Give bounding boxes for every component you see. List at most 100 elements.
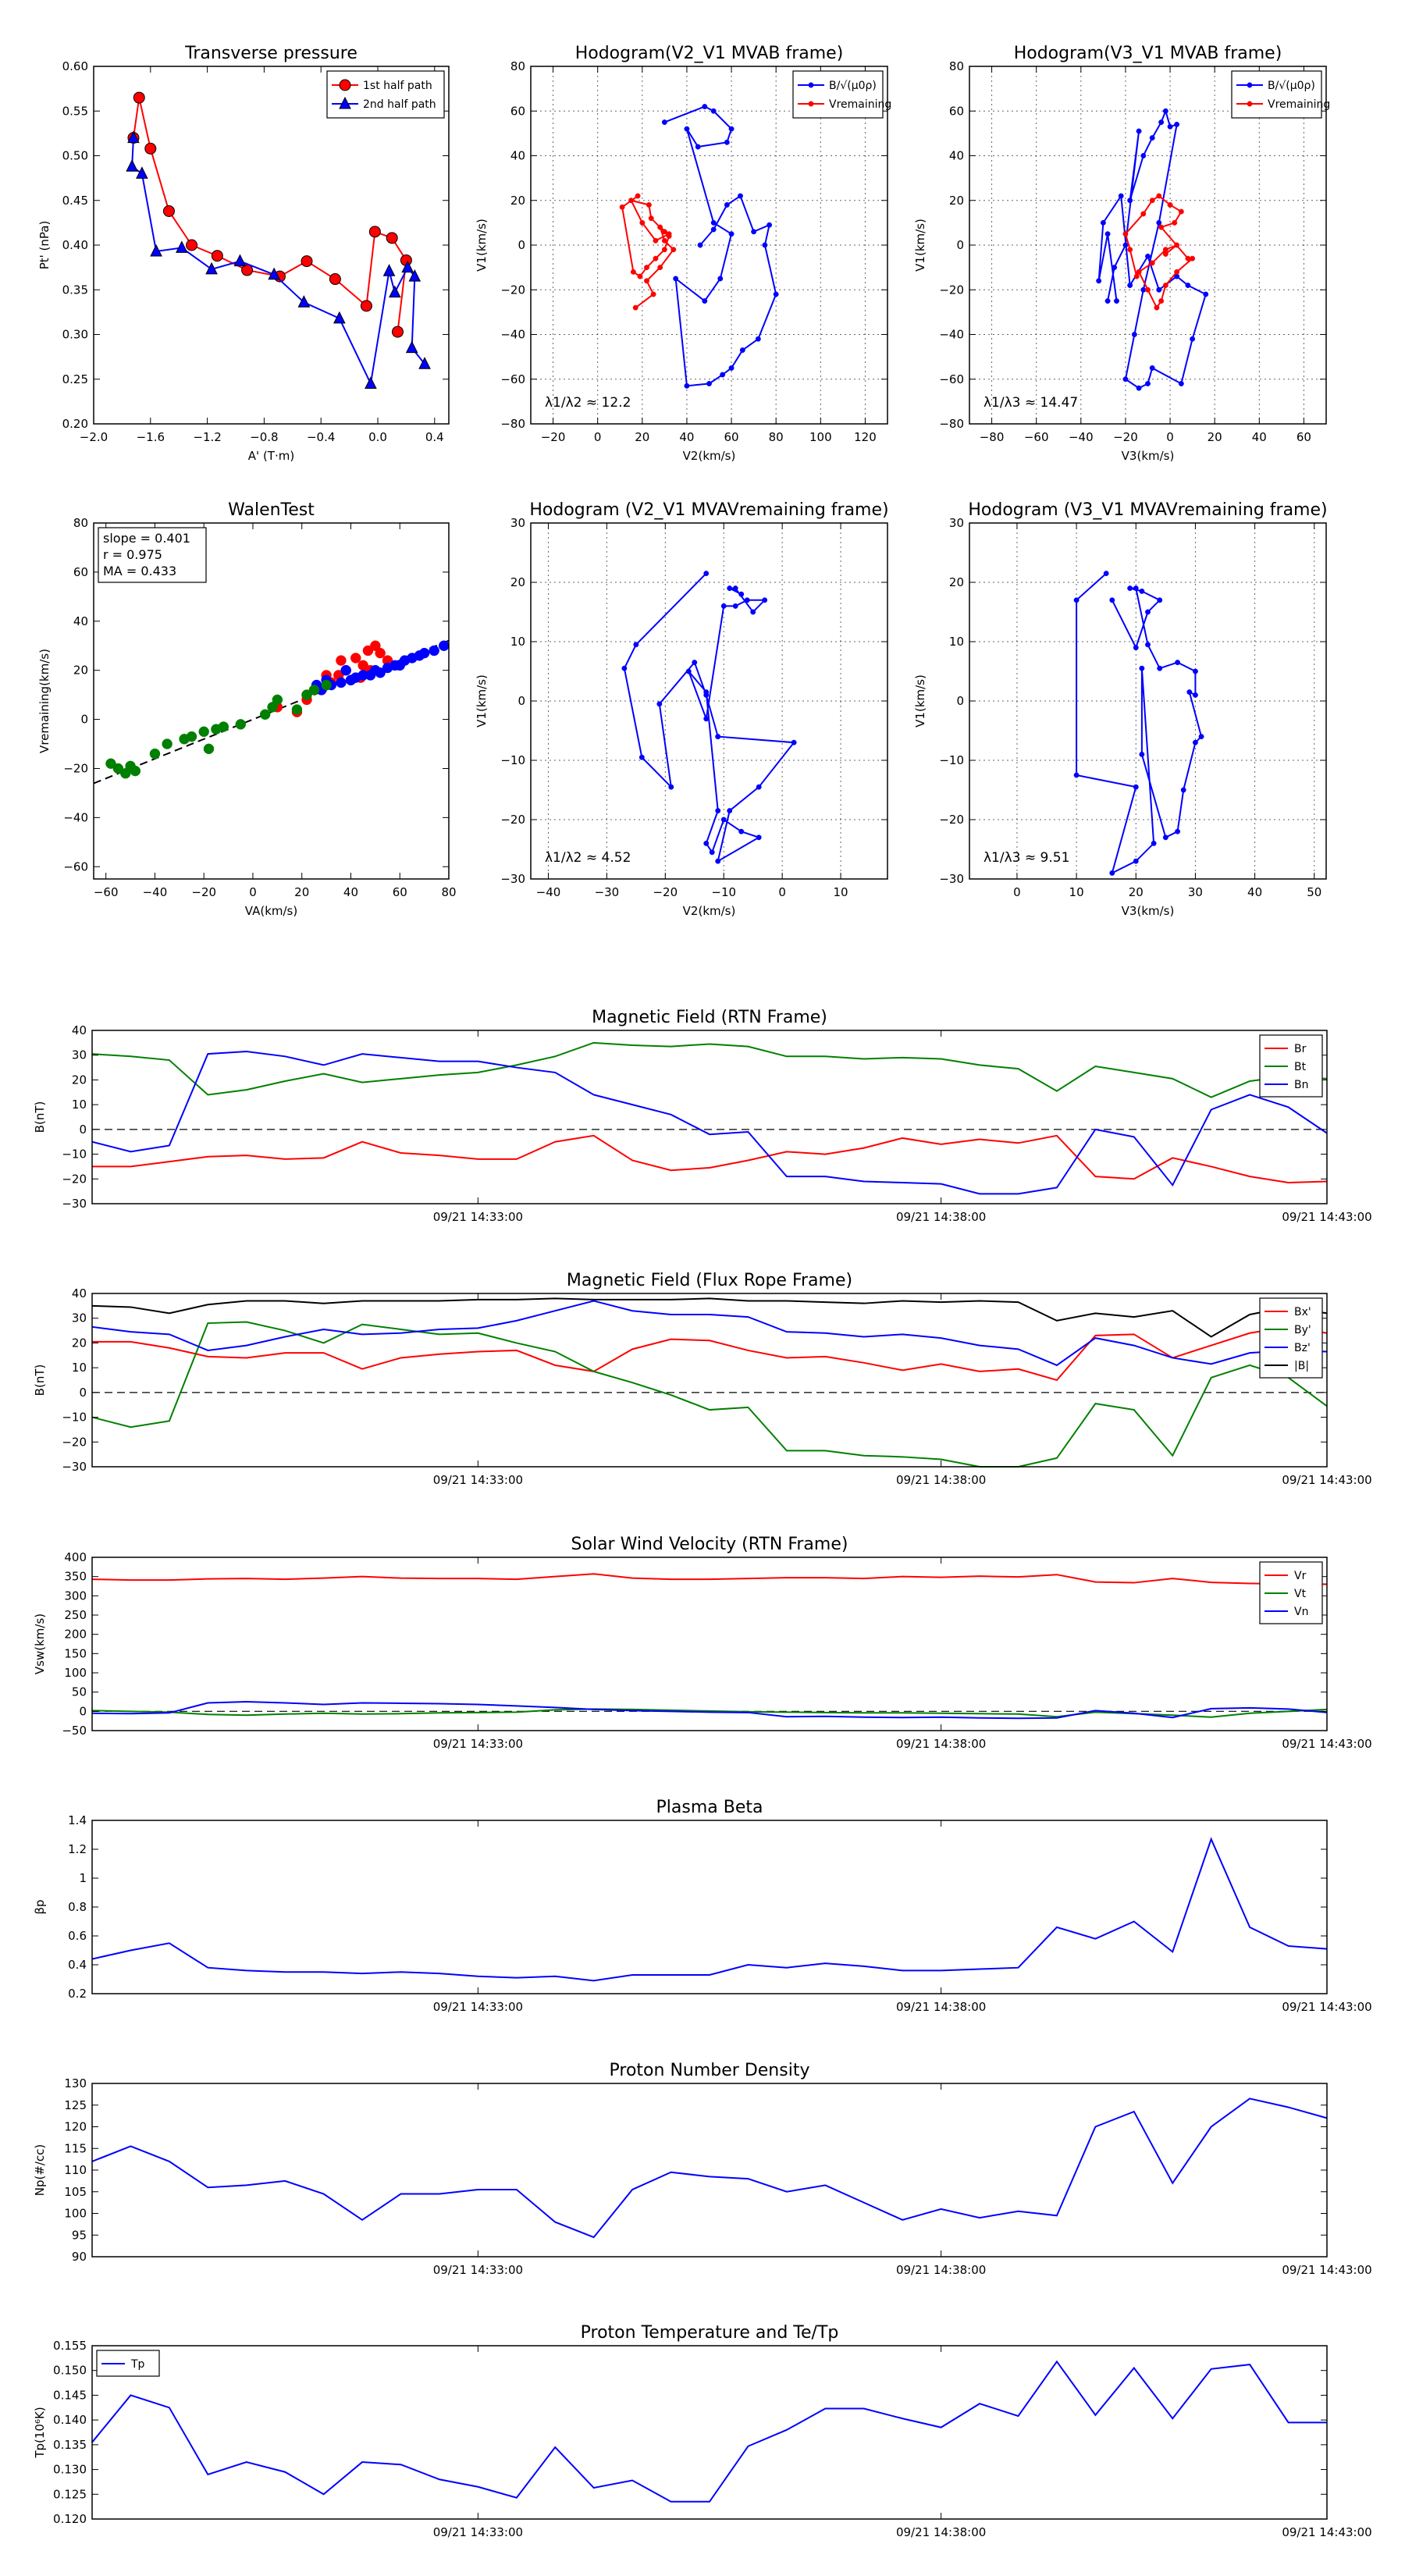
data-point [1167, 202, 1173, 208]
y-tick-label: 0 [79, 1123, 87, 1137]
x-axis-label: VA(km/s) [245, 904, 297, 918]
data-point [728, 231, 735, 237]
data-point [1192, 692, 1198, 698]
chart-walen: −60 −40 −20 0 20 40 60 80 −60 −40 −20 0 20 40 60 80 Wale… [37, 500, 457, 918]
plot-area [92, 2083, 1327, 2257]
data-point [418, 647, 430, 659]
data-point [1133, 645, 1139, 651]
data-point [727, 808, 733, 814]
data-point [365, 376, 377, 389]
x-tick-label: 09/21 14:43:00 [1282, 2000, 1371, 2014]
data-point [1192, 739, 1198, 745]
legend-label: Tp [130, 2358, 145, 2371]
data-point [685, 668, 692, 674]
plot-area [92, 1030, 1327, 1204]
x-tick-label: 09/21 14:33:00 [433, 2000, 523, 2014]
data-point [724, 139, 730, 145]
legend-box [792, 70, 884, 119]
y-tick-label: 300 [64, 1589, 87, 1603]
legend-label: B/√(μ0ρ) [1268, 80, 1315, 92]
y-tick-label: 0 [79, 1704, 87, 1718]
y-tick-label: 90 [72, 2250, 87, 2264]
y-axis-label: V1(km/s) [475, 219, 489, 272]
data-point [1109, 597, 1115, 603]
x-tick-label: 0.4 [425, 430, 444, 444]
y-tick-label: 20 [73, 664, 88, 678]
data-point [360, 300, 372, 312]
y-tick-label: 40 [949, 149, 964, 163]
y-tick-label: 0.35 [62, 283, 88, 297]
y-tick-label: 0.150 [53, 2364, 87, 2378]
data-point [1158, 224, 1165, 230]
data-point [1156, 219, 1162, 226]
legend: Bx' By' Bz' |B| [1259, 1297, 1323, 1379]
data-point [1162, 251, 1168, 257]
data-point [375, 647, 386, 659]
y-tick-label: 110 [64, 2163, 87, 2177]
stats-line: slope = 0.401 [103, 531, 190, 546]
y-tick-label: 130 [64, 2076, 87, 2090]
chart-title: Hodogram(V2_V1 MVAB frame) [575, 44, 844, 63]
plot-frame [91, 1557, 1328, 1731]
y-tick-label: −20 [63, 761, 88, 775]
series-line-Tp [91, 2360, 1327, 2503]
data-point [112, 763, 124, 774]
data-point [382, 264, 396, 276]
y-tick-label: 30 [72, 1311, 87, 1325]
y-tick-label: 0.30 [62, 328, 88, 342]
y-tick-label: −30 [62, 1197, 87, 1211]
x-tick-label: 60 [1297, 430, 1311, 444]
data-point [684, 126, 690, 132]
data-point [418, 357, 431, 369]
x-tick-label: 09/21 14:43:00 [1282, 1737, 1371, 1751]
data-point [1145, 609, 1151, 615]
data-point [218, 721, 229, 732]
data-point [1192, 668, 1198, 674]
chart-title: Solar Wind Velocity (RTN Frame) [571, 1535, 848, 1554]
data-point [1162, 247, 1168, 253]
y-tick-label: 30 [72, 1048, 87, 1062]
y-tick-label: 95 [72, 2228, 87, 2242]
data-point [1140, 153, 1147, 158]
data-point [661, 119, 667, 126]
y-tick-label: 0.130 [53, 2463, 87, 2477]
data-point [692, 660, 698, 666]
data-point [268, 267, 280, 280]
y-tick-label: 60 [73, 565, 88, 579]
y-tick-label: 125 [64, 2098, 87, 2112]
data-point [644, 265, 649, 271]
data-point [732, 585, 738, 592]
legend-label: Bx' [1294, 1306, 1311, 1318]
eigen-ratio-annotation: λ1/λ2 ≈ 12.2 [545, 395, 631, 411]
x-tick-label: −0.8 [250, 430, 278, 444]
data-point [438, 640, 450, 651]
y-tick-label: 0.50 [62, 149, 88, 163]
plot-area [94, 66, 449, 424]
y-axis-label: Np(#/cc) [33, 2144, 47, 2197]
x-tick-label: −40 [1069, 430, 1094, 444]
legend-label: Bn [1294, 1079, 1308, 1091]
data-point [1162, 834, 1168, 841]
data-point [150, 244, 162, 257]
y-tick-label: −40 [939, 328, 964, 342]
chart-title: Magnetic Field (Flux Rope Frame) [567, 1271, 852, 1290]
data-point [703, 689, 710, 696]
data-point [301, 255, 313, 268]
data-point [710, 226, 717, 233]
legend-label: Vremaining [829, 98, 891, 111]
y-tick-label: 10 [72, 1361, 87, 1375]
x-tick-label: 09/21 14:38:00 [896, 1473, 986, 1487]
y-tick-label: −80 [939, 417, 964, 431]
series-line-Bt [91, 1041, 1328, 1098]
data-point [1162, 283, 1168, 288]
legend: B/√(μ0ρ) Vremaining [792, 70, 891, 119]
x-tick-label: 09/21 14:38:00 [896, 2000, 986, 2014]
legend-label: Br [1294, 1043, 1307, 1055]
data-point [1133, 585, 1139, 592]
data-point [1136, 385, 1142, 391]
chart-title: Plasma Beta [656, 1798, 763, 1817]
x-tick-label: 09/21 14:38:00 [896, 1737, 986, 1751]
y-axis-label: V1(km/s) [913, 219, 927, 272]
data-point [1149, 135, 1155, 141]
x-tick-label: −10 [711, 885, 736, 899]
